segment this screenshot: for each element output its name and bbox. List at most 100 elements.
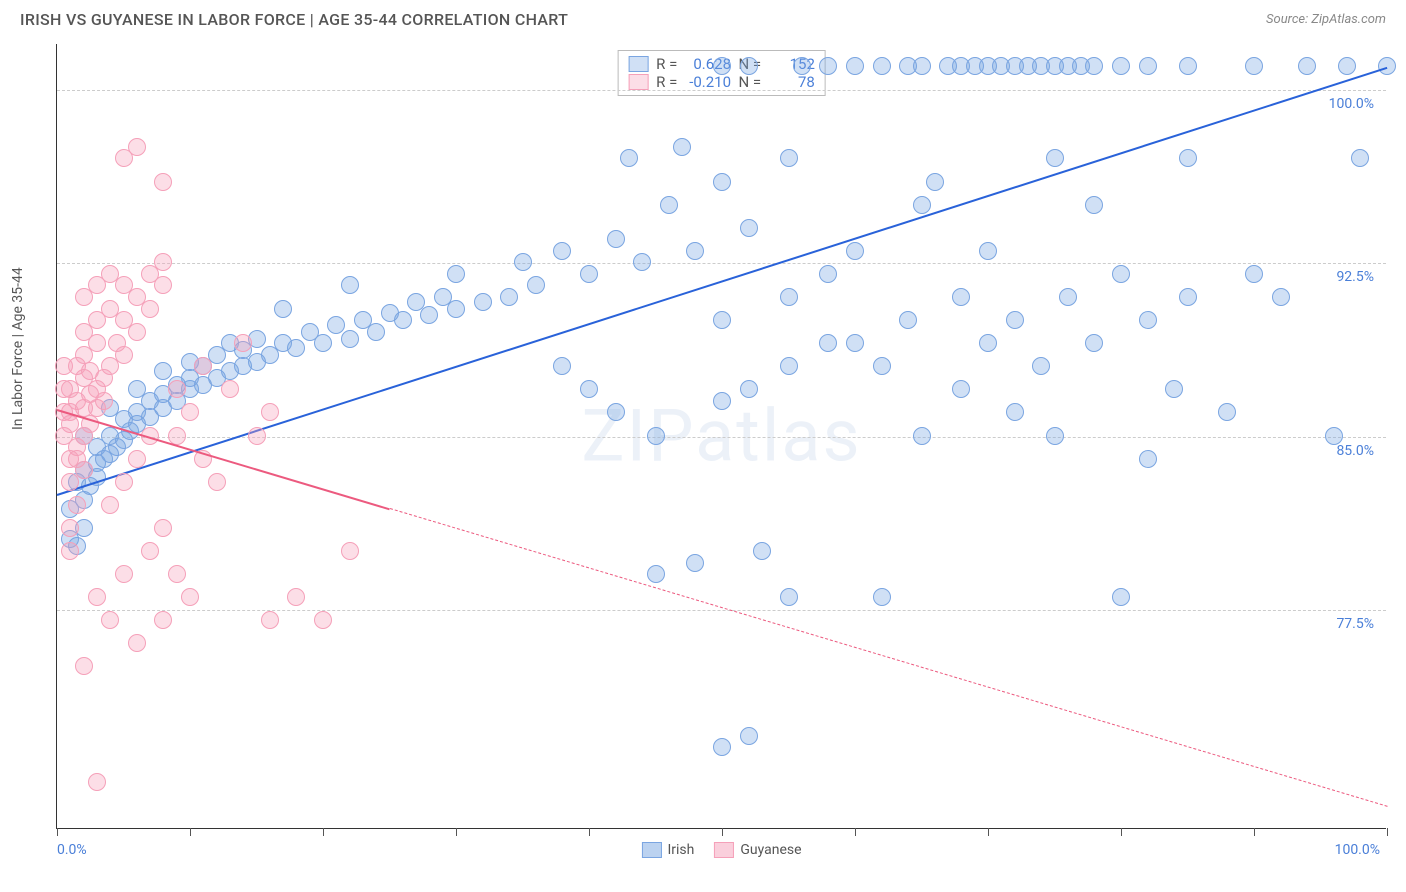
data-point bbox=[381, 304, 399, 322]
y-tick-label: 77.5% bbox=[1336, 616, 1374, 632]
data-point bbox=[673, 138, 691, 156]
data-point bbox=[952, 288, 970, 306]
data-point bbox=[633, 253, 651, 271]
data-point bbox=[1139, 311, 1157, 329]
data-point bbox=[101, 300, 119, 318]
data-point bbox=[780, 288, 798, 306]
data-point bbox=[1245, 265, 1263, 283]
data-point bbox=[55, 357, 73, 375]
data-point bbox=[979, 334, 997, 352]
data-point bbox=[314, 611, 332, 629]
data-point bbox=[580, 265, 598, 283]
x-tick bbox=[1121, 828, 1122, 836]
data-point bbox=[81, 362, 99, 380]
data-point bbox=[913, 427, 931, 445]
data-point bbox=[926, 173, 944, 191]
data-point bbox=[1085, 57, 1103, 75]
data-point bbox=[101, 265, 119, 283]
x-tick bbox=[190, 828, 191, 836]
data-point bbox=[474, 293, 492, 311]
data-point bbox=[154, 519, 172, 537]
chart-header: IRISH VS GUYANESE IN LABOR FORCE | AGE 3… bbox=[0, 0, 1406, 37]
data-point bbox=[873, 357, 891, 375]
data-point bbox=[580, 380, 598, 398]
data-point bbox=[500, 288, 518, 306]
data-point bbox=[647, 427, 665, 445]
data-point bbox=[686, 554, 704, 572]
data-point bbox=[819, 334, 837, 352]
data-point bbox=[713, 392, 731, 410]
data-point bbox=[1112, 588, 1130, 606]
data-point bbox=[128, 634, 146, 652]
x-tick bbox=[1254, 828, 1255, 836]
data-point bbox=[141, 542, 159, 560]
legend-row: R = -0.210 N = 78 bbox=[628, 73, 815, 91]
data-point bbox=[108, 334, 126, 352]
data-point bbox=[620, 149, 638, 167]
data-point bbox=[168, 565, 186, 583]
data-point bbox=[128, 138, 146, 156]
data-point bbox=[607, 230, 625, 248]
data-point bbox=[420, 306, 438, 324]
data-point bbox=[979, 242, 997, 260]
data-point bbox=[68, 450, 86, 468]
data-point bbox=[181, 588, 199, 606]
chart-title: IRISH VS GUYANESE IN LABOR FORCE | AGE 3… bbox=[20, 10, 568, 29]
data-point bbox=[75, 657, 93, 675]
data-point bbox=[55, 427, 73, 445]
x-tick bbox=[988, 828, 989, 836]
data-point bbox=[341, 330, 359, 348]
data-point bbox=[846, 334, 864, 352]
data-point bbox=[168, 380, 186, 398]
data-point bbox=[740, 380, 758, 398]
data-point bbox=[1351, 149, 1369, 167]
data-point bbox=[1338, 57, 1356, 75]
x-tick bbox=[1387, 828, 1388, 836]
legend-swatch bbox=[628, 74, 648, 90]
data-point bbox=[660, 196, 678, 214]
gridline bbox=[57, 90, 1386, 91]
data-point bbox=[846, 57, 864, 75]
y-tick-label: 100.0% bbox=[1329, 96, 1374, 112]
data-point bbox=[327, 316, 345, 334]
data-point bbox=[846, 242, 864, 260]
x-tick bbox=[456, 828, 457, 836]
data-point bbox=[913, 57, 931, 75]
data-point bbox=[1112, 265, 1130, 283]
data-point bbox=[553, 357, 571, 375]
data-point bbox=[553, 242, 571, 260]
legend-item: Irish bbox=[641, 842, 694, 858]
data-point bbox=[647, 565, 665, 583]
data-point bbox=[1032, 357, 1050, 375]
data-point bbox=[274, 334, 292, 352]
data-point bbox=[1298, 57, 1316, 75]
data-point bbox=[780, 588, 798, 606]
data-point bbox=[713, 311, 731, 329]
data-point bbox=[1046, 149, 1064, 167]
data-point bbox=[234, 334, 252, 352]
data-point bbox=[713, 738, 731, 756]
data-point bbox=[1085, 334, 1103, 352]
data-point bbox=[713, 173, 731, 191]
data-point bbox=[354, 311, 372, 329]
data-point bbox=[128, 450, 146, 468]
data-point bbox=[61, 519, 79, 537]
legend-stats: R = -0.210 N = 78 bbox=[656, 73, 815, 91]
legend-swatch bbox=[714, 842, 734, 858]
data-point bbox=[194, 357, 212, 375]
data-point bbox=[101, 427, 119, 445]
legend-swatch bbox=[641, 842, 661, 858]
x-tick bbox=[855, 828, 856, 836]
data-point bbox=[181, 403, 199, 421]
data-point bbox=[115, 565, 133, 583]
x-min-label: 0.0% bbox=[57, 842, 87, 858]
trend-line bbox=[389, 508, 1387, 807]
x-tick bbox=[323, 828, 324, 836]
data-point bbox=[1179, 149, 1197, 167]
data-point bbox=[607, 403, 625, 421]
data-point bbox=[128, 380, 146, 398]
data-point bbox=[793, 57, 811, 75]
series-legend: Irish Guyanese bbox=[641, 842, 801, 858]
legend-label: Guyanese bbox=[740, 842, 801, 858]
data-point bbox=[1085, 196, 1103, 214]
